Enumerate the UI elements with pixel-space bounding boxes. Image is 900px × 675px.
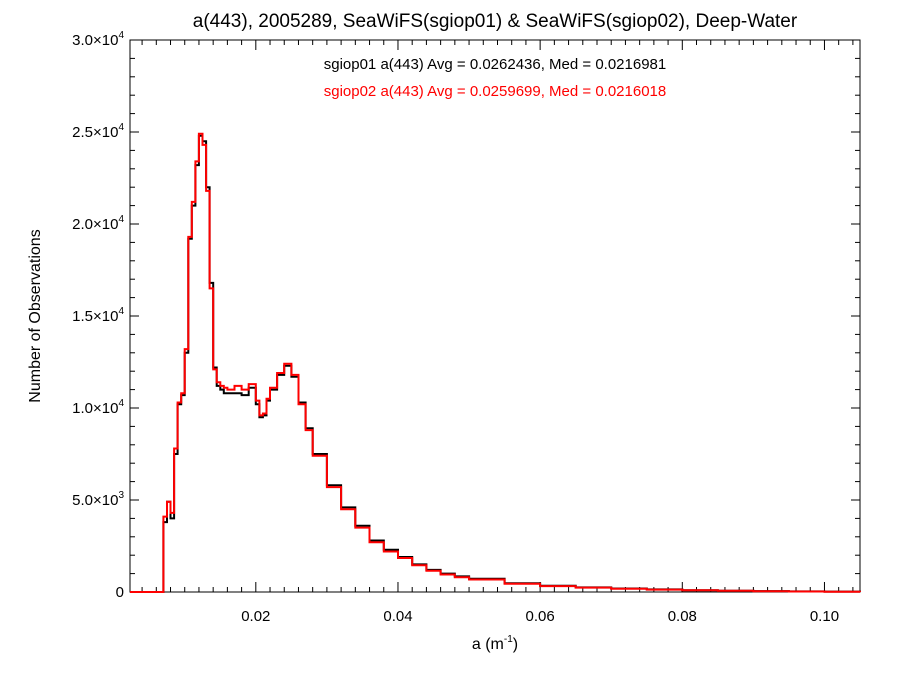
x-axis-label: a (m-1) bbox=[472, 634, 518, 653]
y-axis-label: Number of Observations bbox=[27, 229, 44, 402]
y-axis-ticks: 0 5.0×103 1.0×104 1.5×104 2.0×104 2.5×104 3.0×… bbox=[72, 30, 860, 601]
svg-text:a (m-1): a (m-1) bbox=[472, 634, 518, 653]
x-tick-label: 0.10 bbox=[810, 608, 839, 625]
y-tick-label: 2.5×104 bbox=[72, 122, 124, 141]
x-axis-ticks: 0.02 0.04 0.06 0.08 0.10 bbox=[141, 40, 854, 625]
legend-entry-sgiop02: sgiop02 a(443) Avg = 0.0259699, Med = 0.… bbox=[324, 83, 667, 100]
plot-frame bbox=[129, 39, 861, 593]
y-tick-label: 1.0×104 bbox=[72, 398, 124, 417]
x-tick-label: 0.08 bbox=[668, 608, 697, 625]
chart-title: a(443), 2005289, SeaWiFS(sgiop01) & SeaW… bbox=[193, 11, 798, 32]
legend-entry-sgiop01: sgiop01 a(443) Avg = 0.0262436, Med = 0.… bbox=[324, 56, 667, 73]
series-line-sgiop02 bbox=[130, 132, 861, 593]
y-tick-label: 1.5×104 bbox=[72, 306, 124, 325]
series-line-sgiop01 bbox=[130, 134, 861, 593]
x-tick-label: 0.06 bbox=[526, 608, 555, 625]
y-tick-label: 2.0×104 bbox=[72, 214, 124, 233]
x-tick-label: 0.02 bbox=[241, 608, 270, 625]
series-lines bbox=[130, 132, 861, 593]
legend: sgiop01 a(443) Avg = 0.0262436, Med = 0.… bbox=[324, 56, 667, 100]
y-tick-label: 0 bbox=[116, 584, 124, 601]
y-tick-label: 3.0×104 bbox=[72, 30, 124, 49]
y-tick-label: 5.0×103 bbox=[72, 490, 124, 509]
x-tick-label: 0.04 bbox=[383, 608, 412, 625]
